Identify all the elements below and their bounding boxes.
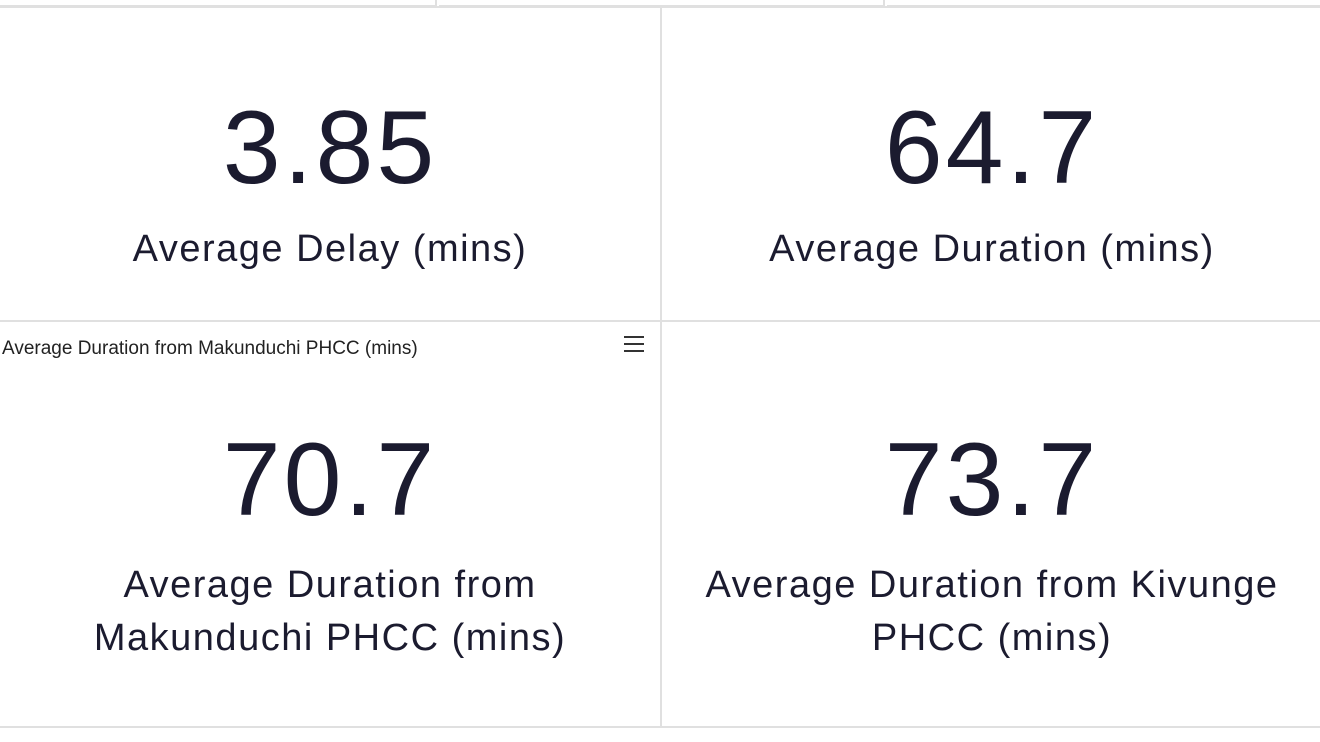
kpi-tile: Average Duration from Makunduchi PHCC (m… xyxy=(0,320,662,728)
kpi-label: Average Duration (mins) xyxy=(769,228,1215,270)
kpi-label: Average Duration from Kivunge PHCC (mins… xyxy=(705,564,1279,659)
kpi-label: Average Duration from Makunduchi PHCC (m… xyxy=(93,564,567,659)
kpi-value: 70.7 xyxy=(222,422,438,538)
kpi-value: 64.7 xyxy=(884,90,1100,206)
kpi-label: Average Delay (mins) xyxy=(132,228,528,270)
kpi-value: 73.7 xyxy=(884,422,1100,538)
kpi-value: 3.85 xyxy=(222,90,438,206)
kpi-tile: 73.7 Average Duration from Kivunge PHCC … xyxy=(660,320,1320,728)
kpi-tile: 3.85 Average Delay (mins) xyxy=(0,6,662,324)
kpi-tile: 64.7 Average Duration (mins) xyxy=(660,6,1320,324)
menu-button[interactable] xyxy=(624,336,644,357)
tile-header: Average Duration from Makunduchi PHCC (m… xyxy=(2,338,418,359)
